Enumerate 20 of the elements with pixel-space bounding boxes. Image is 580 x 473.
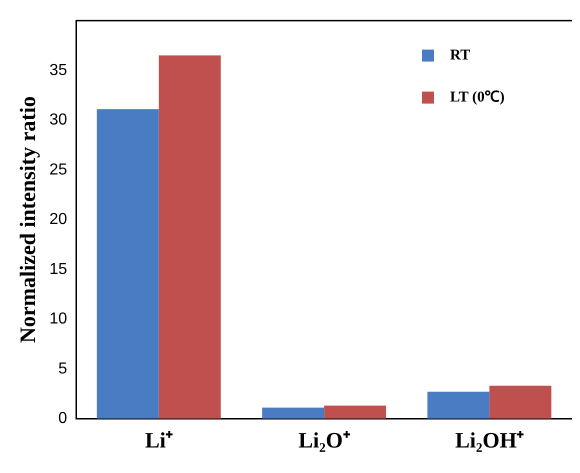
x-tick-label: Li⁺: [144, 427, 174, 452]
bar: [489, 386, 552, 419]
y-tick-label: 15: [49, 260, 68, 278]
y-tick-label: 35: [49, 62, 68, 79]
bar: [96, 109, 159, 419]
y-tick-label: 30: [49, 112, 68, 129]
y-axis-title: Normalized intensity ratio: [14, 96, 40, 344]
bar: [262, 408, 324, 419]
bar: [158, 55, 221, 419]
x-tick-label: Li₂OH⁺: [455, 427, 525, 452]
y-tick-label: 10: [49, 310, 68, 328]
bar: [427, 392, 490, 419]
y-tick-label: 5: [58, 360, 68, 378]
y-tick-label: 0: [58, 410, 68, 428]
legend-label: RT: [450, 47, 470, 64]
legend-label: LT (0℃): [450, 89, 505, 106]
x-tick-label: Li₂O⁺: [298, 427, 351, 452]
y-tick-label: 20: [49, 211, 68, 228]
bar: [324, 406, 386, 419]
y-tick-label: 25: [49, 161, 68, 178]
